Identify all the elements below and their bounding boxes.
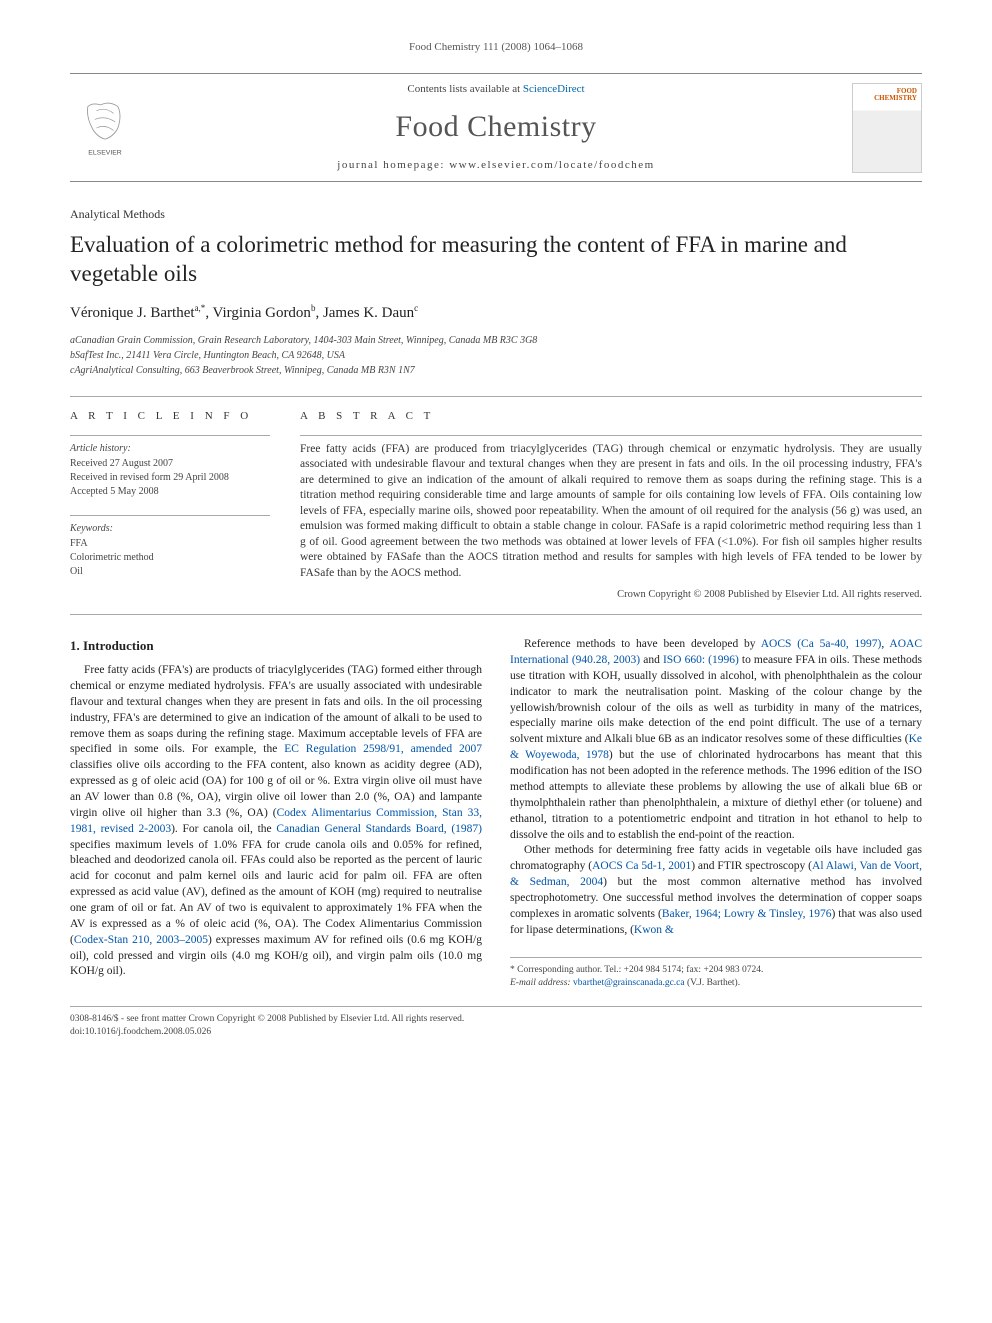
ref-link[interactable]: AOCS Ca 5d-1, 2001 [592,860,691,872]
keywords-block: Keywords: FFA Colorimetric method Oil [70,522,270,579]
article-history-label: Article history: [70,442,270,456]
publisher-name: ELSEVIER [88,149,122,156]
footer-copyright: 0308-8146/$ - see front matter Crown Cop… [70,1013,922,1026]
email-label: E-mail address: [510,978,571,988]
corresponding-author-block: * Corresponding author. Tel.: +204 984 5… [510,957,922,990]
homepage-line: journal homepage: www.elsevier.com/locat… [150,158,842,173]
affiliation: cAgriAnalytical Consulting, 663 Beaverbr… [70,364,922,378]
divider [70,515,270,516]
keyword: Oil [70,565,270,579]
sciencedirect-link[interactable]: ScienceDirect [523,83,585,95]
keyword: Colorimetric method [70,551,270,565]
affiliation: bSafTest Inc., 21411 Vera Circle, Huntin… [70,349,922,363]
article-history-block: Article history: Received 27 August 2007… [70,442,270,499]
footer-doi: doi:10.1016/j.foodchem.2008.05.026 [70,1026,922,1039]
divider [70,435,270,436]
info-abstract-row: A R T I C L E I N F O Article history: R… [70,409,922,602]
article-title: Evaluation of a colorimetric method for … [70,231,922,289]
keyword: FFA [70,537,270,551]
ref-link[interactable]: Kwon & [634,924,674,936]
corresponding-label: * Corresponding author. Tel.: +204 984 5… [510,964,922,977]
history-line: Received 27 August 2007 [70,457,270,471]
contents-line: Contents lists available at ScienceDirec… [150,82,842,97]
abstract-copyright: Crown Copyright © 2008 Published by Else… [300,588,922,603]
ref-link[interactable]: AOCS (Ca 5a-40, 1997) [761,638,882,650]
affiliation: aCanadian Grain Commission, Grain Resear… [70,334,922,348]
abstract-text: Free fatty acids (FFA) are produced from… [300,442,922,582]
ref-link[interactable]: Baker, 1964; Lowry & Tinsley, 1976 [662,908,832,920]
running-head: Food Chemistry 111 (2008) 1064–1068 [70,40,922,55]
body-paragraph: Reference methods to have been developed… [510,637,922,843]
footer-block: 0308-8146/$ - see front matter Crown Cop… [70,1006,922,1040]
ref-link[interactable]: Canadian General Standards Board, (1987) [276,823,482,835]
corresponding-email-link[interactable]: vbarthet@grainscanada.gc.ca [573,978,685,988]
ref-link[interactable]: EC Regulation 2598/91, amended 2007 [284,743,482,755]
homepage-prefix: journal homepage: [337,159,449,171]
abstract-column: A B S T R A C T Free fatty acids (FFA) a… [300,409,922,602]
ref-link[interactable]: ISO 660: (1996) [663,654,739,666]
body-paragraph: Free fatty acids (FFA's) are products of… [70,663,482,980]
journal-cover-thumb: FOOD CHEMISTRY [852,83,922,173]
masthead-center: Contents lists available at ScienceDirec… [140,82,852,173]
body-columns: 1. Introduction Free fatty acids (FFA's)… [70,637,922,990]
homepage-url: www.elsevier.com/locate/foodchem [449,159,655,171]
divider [70,614,922,615]
section-heading: 1. Introduction [70,637,482,655]
publisher-logo: ELSEVIER [70,93,140,163]
journal-title: Food Chemistry [150,106,842,148]
divider [300,435,922,436]
abstract-heading: A B S T R A C T [300,409,922,424]
history-line: Accepted 5 May 2008 [70,485,270,499]
email-suffix: (V.J. Barthet). [687,978,740,988]
contents-prefix: Contents lists available at [407,83,522,95]
affiliations: aCanadian Grain Commission, Grain Resear… [70,334,922,378]
keywords-label: Keywords: [70,522,270,536]
masthead: ELSEVIER Contents lists available at Sci… [70,73,922,182]
article-type: Analytical Methods [70,206,922,223]
history-line: Received in revised form 29 April 2008 [70,471,270,485]
article-info-column: A R T I C L E I N F O Article history: R… [70,409,270,602]
body-paragraph: Other methods for determining free fatty… [510,843,922,938]
divider [70,396,922,397]
ref-link[interactable]: Codex-Stan 210, 2003–2005 [74,934,208,946]
authors: Véronique J. Bartheta,*, Virginia Gordon… [70,302,922,324]
article-info-heading: A R T I C L E I N F O [70,409,270,424]
journal-cover-label: FOOD CHEMISTRY [853,88,917,102]
